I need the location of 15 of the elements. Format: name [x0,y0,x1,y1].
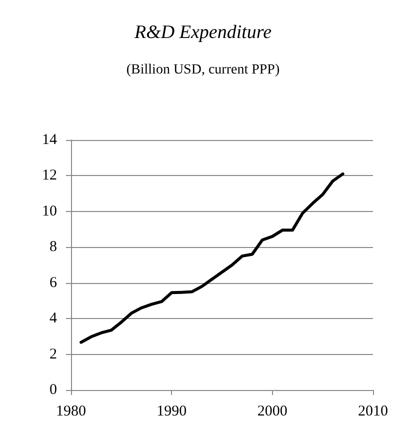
y-tick-label: 0 [50,382,57,398]
y-tick-label: 14 [42,132,58,148]
y-tick-label: 6 [50,274,58,291]
line-series [80,172,344,344]
y-tick-label: 12 [42,168,57,184]
y-tick-label: 4 [50,310,58,327]
x-tick-label: 1990 [156,404,187,420]
y-tick-label: 10 [42,203,57,220]
chart-title: R&D Expenditure [133,22,272,43]
y-tick-label: 8 [50,239,57,256]
y-tick-label: 2 [50,346,57,362]
chart-subtitle: (Billion USD, current PPP) [126,62,280,78]
x-tick-label: 2000 [257,404,288,420]
x-tick-label: 2010 [358,404,388,420]
x-tick-label: 1980 [56,404,86,420]
